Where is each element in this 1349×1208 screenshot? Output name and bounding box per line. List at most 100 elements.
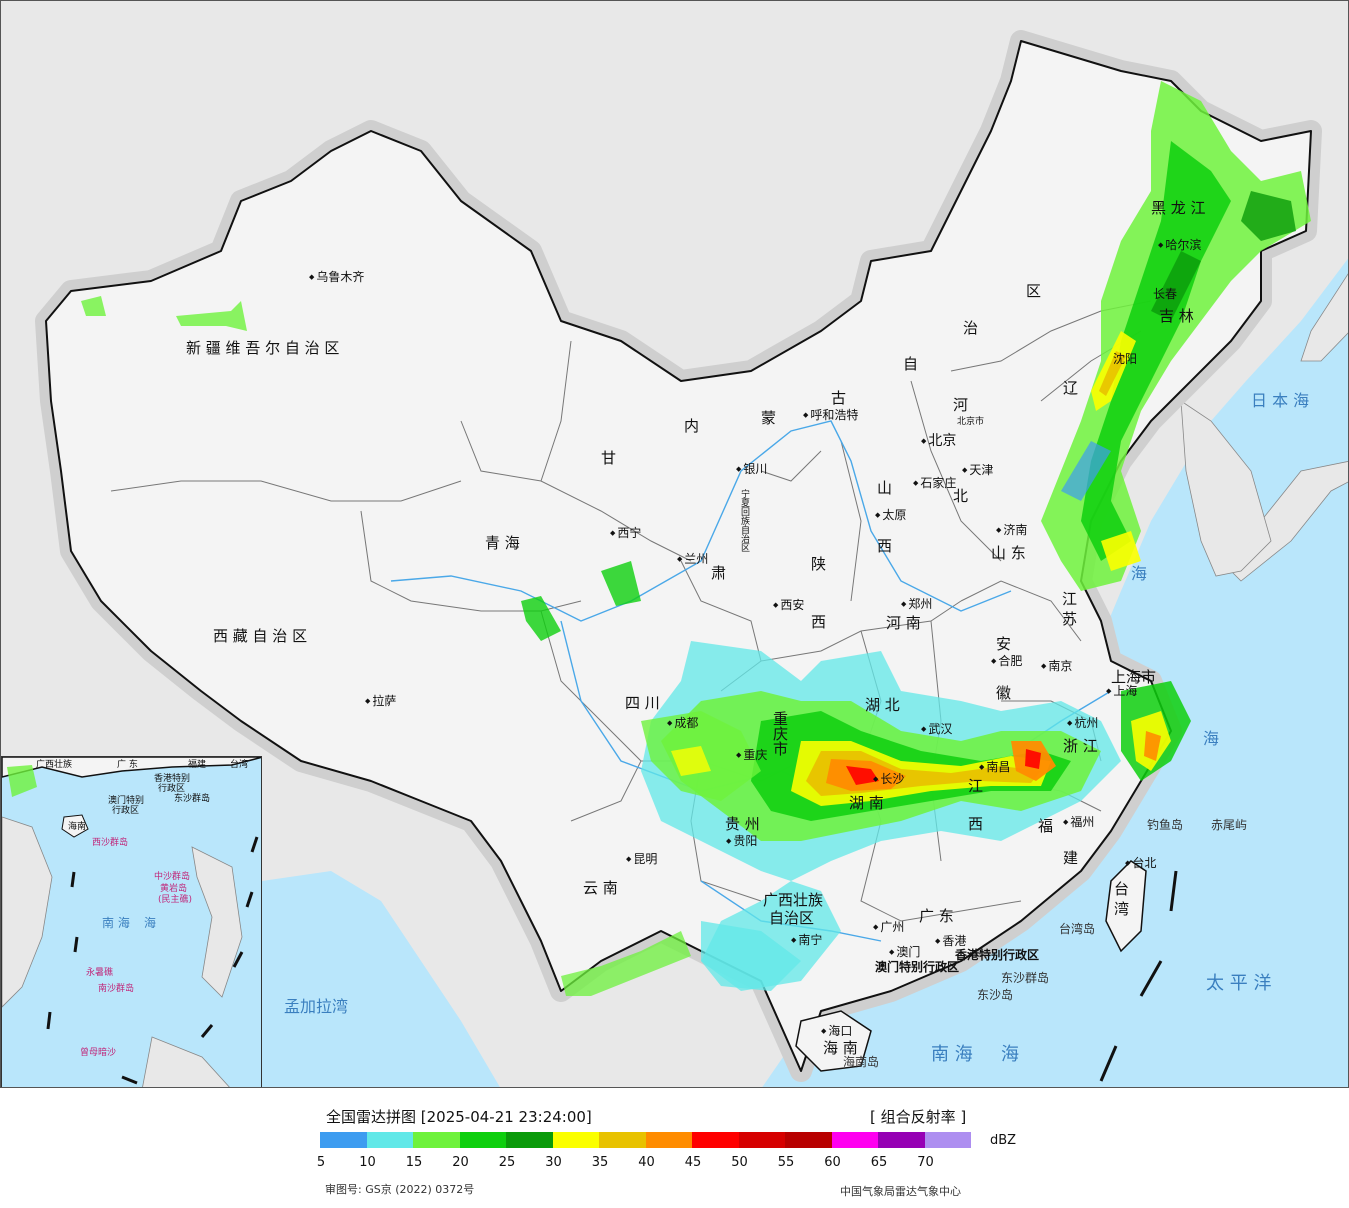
- province-neimeng-5: 治: [963, 319, 979, 337]
- color-swatch-11: [831, 1132, 878, 1148]
- korea: [1180, 400, 1272, 577]
- city-yinchuan: 银川: [736, 463, 767, 475]
- tick-label-0: 5: [316, 1155, 326, 1170]
- legend-panel: [0, 1088, 1349, 1208]
- inset-hai: 海: [144, 916, 157, 930]
- province-shanghai: 上海市: [1111, 668, 1157, 686]
- taiwan-island: [1105, 860, 1147, 953]
- island-chiwei: 赤尾屿: [1211, 818, 1248, 832]
- sea-south-hai: 海: [1001, 1044, 1019, 1065]
- city-haikou: 海口: [821, 1025, 852, 1037]
- inset-macau: 澳门特别: [108, 796, 145, 806]
- inset-yongshu: 永暑礁: [86, 968, 114, 978]
- province-hainan: 海 南: [823, 1039, 858, 1057]
- color-swatch-3: [459, 1132, 506, 1148]
- city-changchun: 长春: [1153, 287, 1178, 301]
- inset-hainan: 海南: [68, 822, 87, 832]
- inset-xisha: 西沙群岛: [92, 838, 129, 848]
- province-jilin: 吉 林: [1159, 307, 1194, 325]
- province-anhui-2: 徽: [996, 684, 1012, 702]
- province-xinjiang: 新 疆 维 吾 尔 自 治 区: [186, 339, 340, 357]
- inset-hk: 香港特别: [154, 774, 191, 784]
- province-neimeng-4: 自: [903, 355, 919, 373]
- color-swatch-2: [413, 1132, 460, 1148]
- inset-minsheng: (民主礁): [158, 895, 193, 905]
- city-nanning: 南宁: [791, 934, 822, 946]
- inset-canvas: [2, 757, 261, 1087]
- city-fuzhou: 福州: [1063, 816, 1094, 828]
- inset-taiwan: 台湾: [230, 760, 249, 770]
- inset-zhongsha: 中沙群岛: [154, 872, 191, 882]
- credit-text: 中国气象局雷达气象中心: [840, 1185, 961, 1198]
- province-fujian-2: 建: [1063, 849, 1079, 867]
- tick-label-11: 60: [824, 1155, 841, 1170]
- radar-echo: [81, 81, 1311, 996]
- inset-philippines: [142, 846, 243, 1087]
- color-swatch-13: [924, 1132, 971, 1148]
- province-chongqing: 重庆市: [771, 711, 789, 756]
- inset-zengmu: 曾母暗沙: [80, 1048, 117, 1058]
- sea-japan: 日 本 海: [1251, 391, 1310, 410]
- tick-label-10: 55: [777, 1155, 795, 1170]
- city-beijing: 北京: [921, 434, 956, 448]
- province-shandong: 山 东: [991, 544, 1026, 562]
- island-taiwan: 台湾岛: [1059, 922, 1096, 936]
- maritime-lines: [1099, 870, 1178, 1082]
- color-swatch-10: [785, 1132, 832, 1148]
- color-swatch-6: [599, 1132, 646, 1148]
- city-shijiazhuang: 石家庄: [913, 477, 956, 489]
- inset-land: [2, 757, 261, 778]
- province-hunan: 湖 南: [849, 794, 884, 812]
- city-taipei: 台北: [1125, 857, 1156, 869]
- inset-echo: [7, 765, 37, 797]
- city-guiyang: 贵阳: [726, 835, 757, 847]
- city-wuhan: 武汉: [921, 723, 952, 735]
- city-macau: 澳门: [889, 946, 920, 958]
- city-jinan: 济南: [996, 524, 1027, 536]
- beijing-city-label: 北京市: [957, 417, 985, 427]
- province-liaoning: 辽: [1063, 379, 1079, 397]
- tick-label-4: 25: [498, 1155, 516, 1170]
- inset-macau-2: 行政区: [112, 806, 140, 816]
- city-zhengzhou: 郑州: [901, 598, 932, 610]
- province-heilongjiang: 黑 龙 江: [1151, 199, 1206, 217]
- province-neimeng-2: 蒙: [761, 409, 777, 427]
- radar-map: 新 疆 维 吾 尔 自 治 区 西 藏 自 治 区 青 海 甘 四 川 云 南 …: [0, 0, 1349, 1088]
- legend-product: [ 组合反射率 ]: [870, 1108, 967, 1126]
- inset-fujian: 福建: [188, 760, 207, 770]
- city-hangzhou: 杭州: [1067, 717, 1098, 729]
- inset-guangdong: 广 东: [117, 760, 138, 770]
- color-swatch-4: [506, 1132, 553, 1148]
- inset-huangyan: 黄岩岛: [160, 884, 188, 894]
- city-lhasa: 拉萨: [365, 695, 396, 707]
- city-nanjing: 南京: [1041, 660, 1072, 672]
- color-bar: [320, 1132, 971, 1148]
- province-sichuan: 四 川: [625, 694, 660, 712]
- province-hubei: 湖 北: [865, 696, 900, 714]
- province-yunnan: 云 南: [583, 879, 618, 897]
- tick-label-1: 10: [359, 1155, 376, 1170]
- city-kunming: 昆明: [626, 853, 657, 865]
- approval-number: 审图号: GS京 (2022) 0372号: [325, 1183, 475, 1196]
- sea-yellow: 海: [1131, 564, 1148, 583]
- province-jiangxi-1: 江: [968, 777, 984, 795]
- south-china-sea-inset: 广西壮族 广 东 福建 台湾 香港特别 行政区 澳门特别 行政区 海南 东沙群岛…: [1, 756, 262, 1087]
- province-neimeng-3: 古: [831, 389, 847, 407]
- island-diaoyu: 钓鱼岛: [1147, 818, 1184, 832]
- province-gansu-2: 肃: [711, 564, 727, 582]
- city-urumqi: 乌鲁木齐: [309, 271, 364, 283]
- province-jiangxi-2: 西: [968, 815, 984, 833]
- city-tianjin: 天津: [962, 464, 993, 476]
- island-dongsha-group: 东沙群岛: [1001, 971, 1050, 985]
- tick-label-8: 45: [684, 1155, 702, 1170]
- province-fujian: 福: [1038, 817, 1054, 835]
- province-neimeng-6: 区: [1026, 282, 1042, 300]
- inset-guangxi: 广西壮族: [36, 760, 73, 770]
- sea-south: 南 海: [931, 1044, 973, 1065]
- province-guangxi-1: 广西壮族: [763, 891, 824, 909]
- color-swatch-0: [320, 1132, 367, 1148]
- legend-title: 全国雷达拼图 [2025-04-21 23:24:00]: [326, 1108, 592, 1126]
- tick-label-12: 65: [870, 1155, 888, 1170]
- macau-sar-label: 澳门特别行政区: [875, 960, 960, 974]
- color-swatch-9: [738, 1132, 785, 1148]
